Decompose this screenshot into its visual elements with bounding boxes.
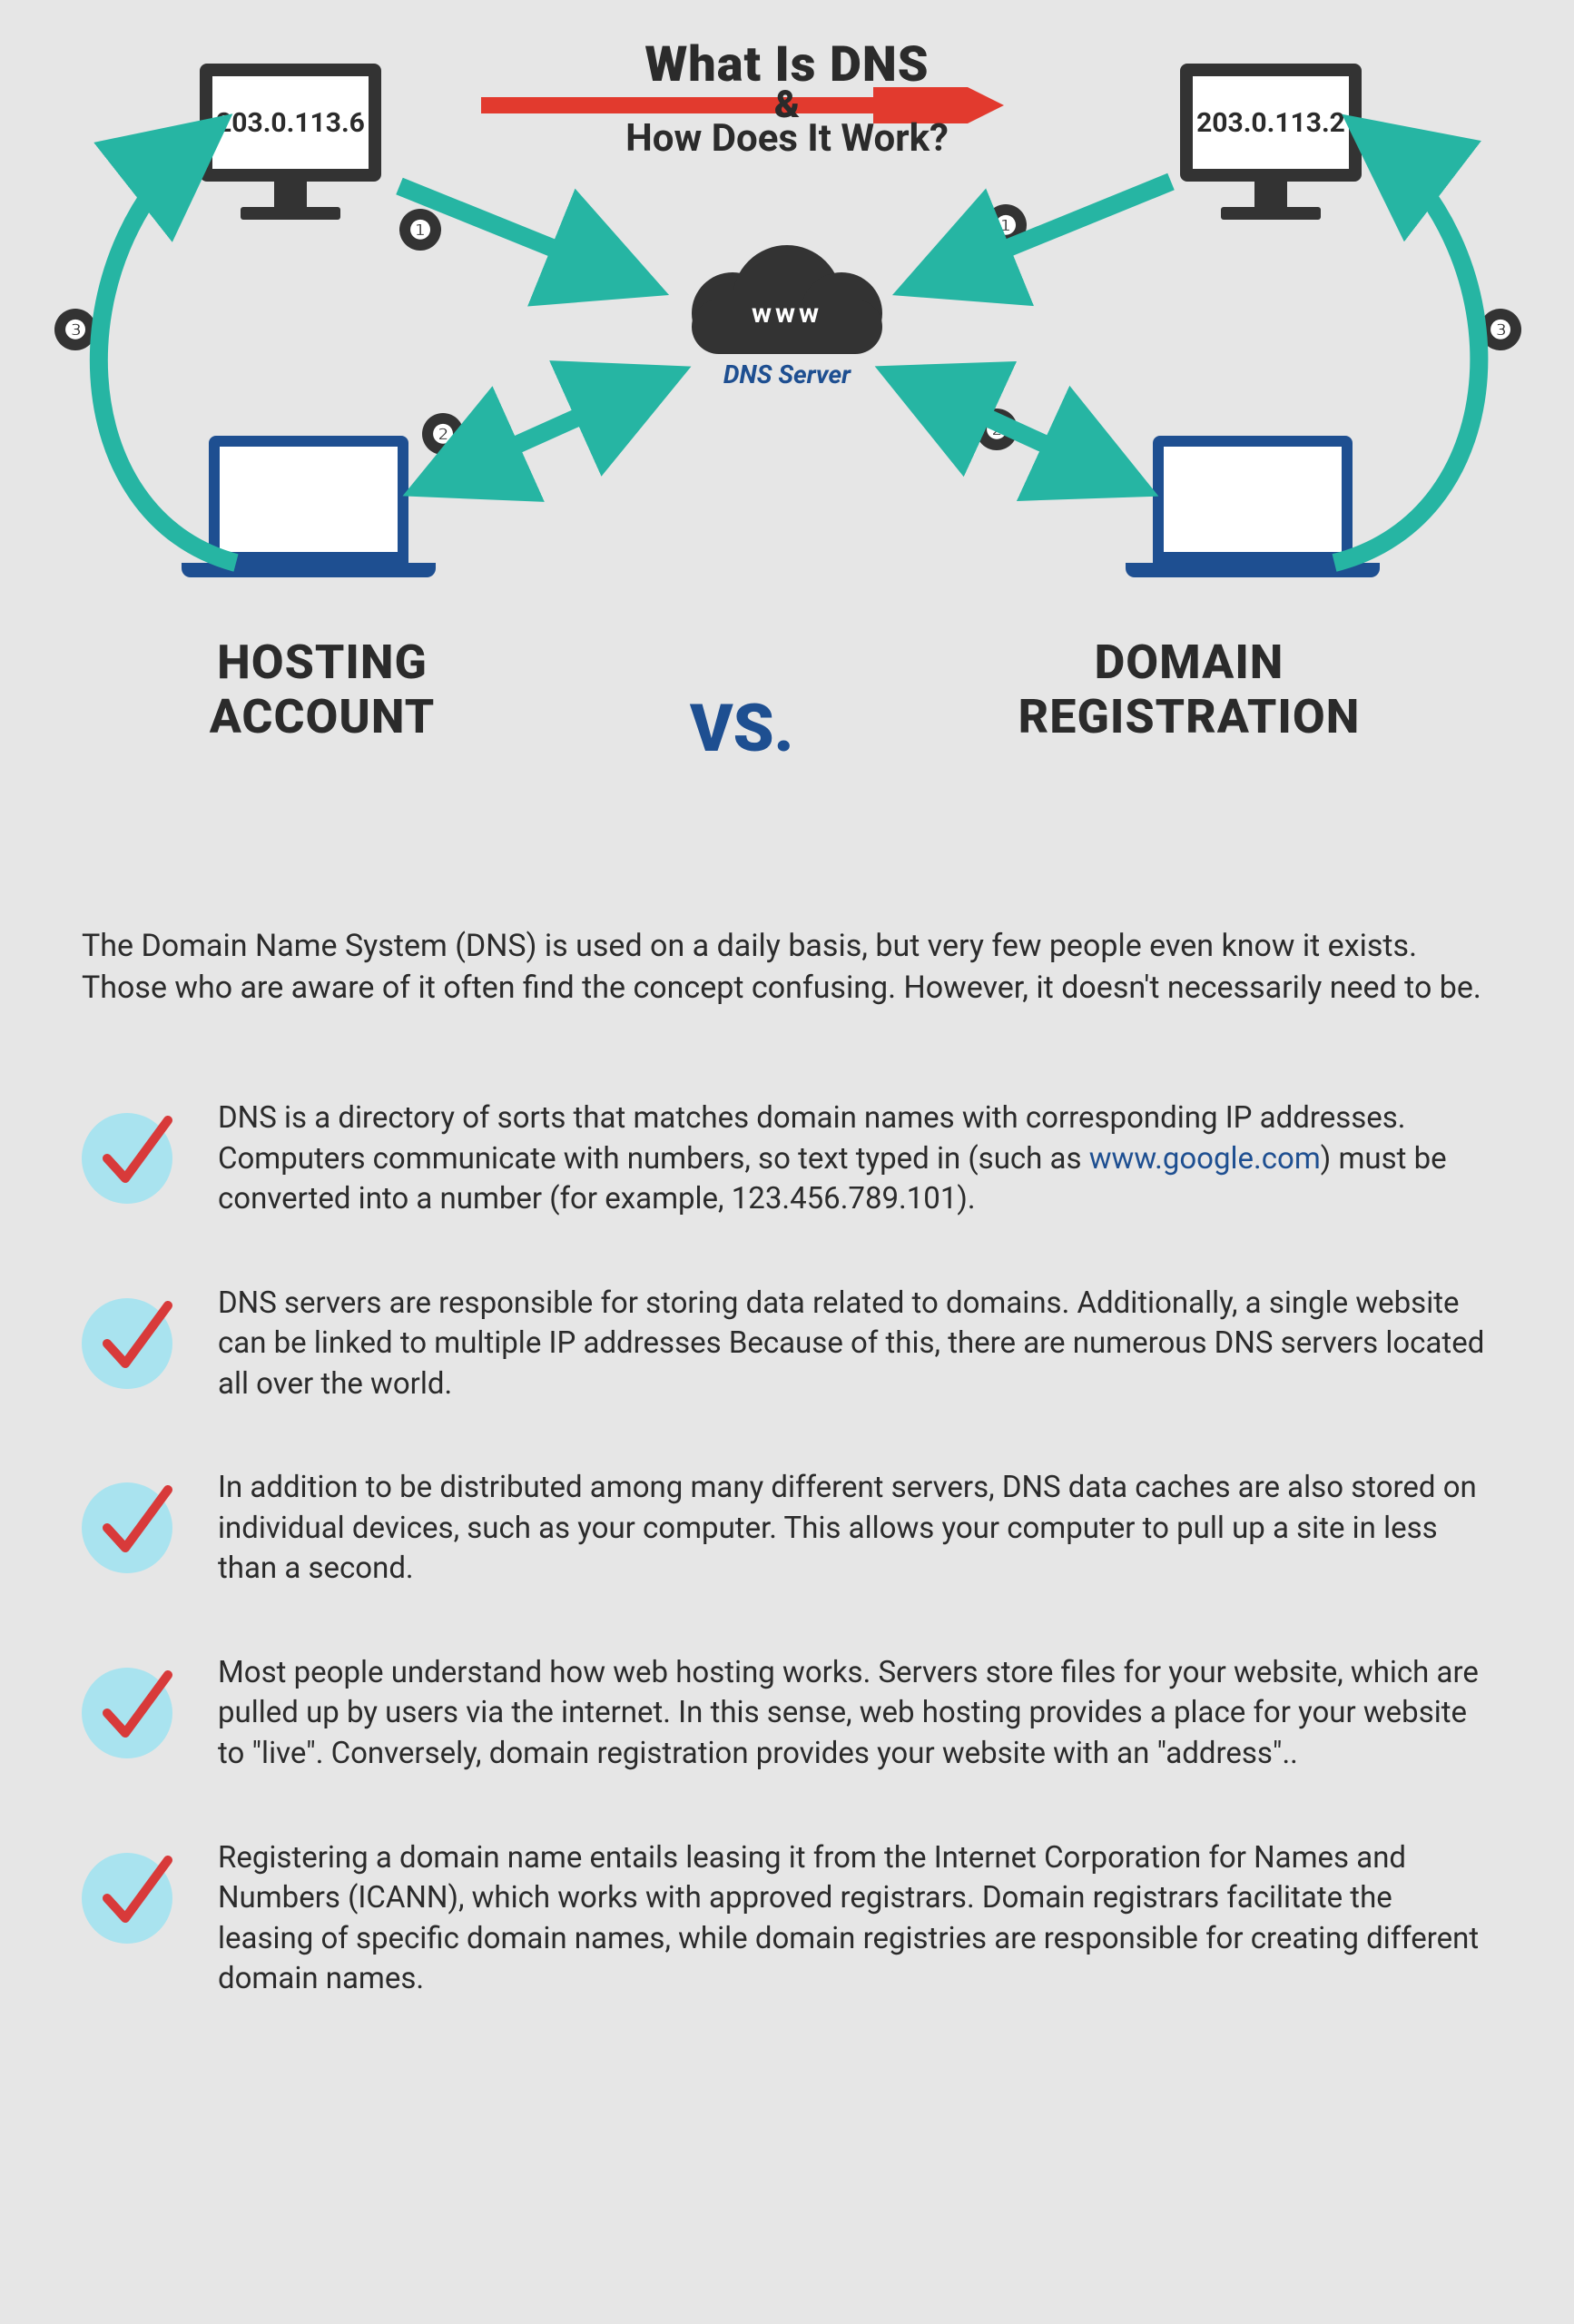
section-hosting-l1: HOSTING <box>217 635 428 690</box>
arrow-lapright-cloud <box>908 381 1126 481</box>
title-ampersand: & <box>625 94 949 116</box>
infographic-canvas: What Is DNS & How Does It Work? 203.0.11… <box>0 0 1574 2324</box>
bullet-text: DNS is a directory of sorts that matches… <box>218 1098 1492 1220</box>
section-hosting-l2: ACCOUNT <box>210 689 436 744</box>
section-domain-l2: REGISTRATION <box>1018 689 1361 744</box>
intro-paragraph: The Domain Name System (DNS) is used on … <box>82 926 1492 1009</box>
title-line-2: How Does It Work? <box>625 116 949 161</box>
bullet-text: Most people understand how web hosting w… <box>218 1653 1492 1775</box>
bullet-row: DNS is a directory of sorts that matches… <box>82 1098 1492 1220</box>
section-hosting: HOSTING ACCOUNT <box>141 635 504 744</box>
bullet-row: Registering a domain name entails leasin… <box>82 1838 1492 2000</box>
bullet-row: DNS servers are responsible for storing … <box>82 1284 1492 1405</box>
page-title: What Is DNS & How Does It Work? <box>625 36 949 161</box>
vs-label: VS. <box>690 690 793 767</box>
check-icon <box>82 1844 182 1944</box>
arrow-mright-cloud <box>926 182 1171 281</box>
arrow-left-return <box>99 136 236 563</box>
bullet-text-pre: In addition to be distributed among many… <box>218 1470 1477 1586</box>
bullet-text-pre: DNS servers are responsible for storing … <box>218 1285 1484 1402</box>
bullet-text-pre: Most people understand how web hosting w… <box>218 1655 1479 1771</box>
section-domain-l1: DOMAIN <box>1095 635 1284 690</box>
bullet-text: In addition to be distributed among many… <box>218 1468 1492 1590</box>
bullet-text-pre: Registering a domain name entails leasin… <box>218 1840 1479 1997</box>
bullet-row: In addition to be distributed among many… <box>82 1468 1492 1590</box>
bullet-text: DNS servers are responsible for storing … <box>218 1284 1492 1405</box>
arrow-lapleft-cloud <box>436 381 658 481</box>
check-icon <box>82 1289 182 1389</box>
check-icon <box>82 1104 182 1204</box>
arrow-mleft-cloud <box>399 186 635 281</box>
bullet-link[interactable]: www.google.com <box>1089 1141 1321 1177</box>
bullet-row: Most people understand how web hosting w… <box>82 1653 1492 1775</box>
check-icon <box>82 1473 182 1573</box>
arrow-right-return <box>1334 136 1479 563</box>
check-icon <box>82 1659 182 1758</box>
bullet-list: DNS is a directory of sorts that matches… <box>82 1098 1492 2063</box>
section-domain: DOMAIN REGISTRATION <box>953 635 1425 744</box>
bullet-text: Registering a domain name entails leasin… <box>218 1838 1492 2000</box>
